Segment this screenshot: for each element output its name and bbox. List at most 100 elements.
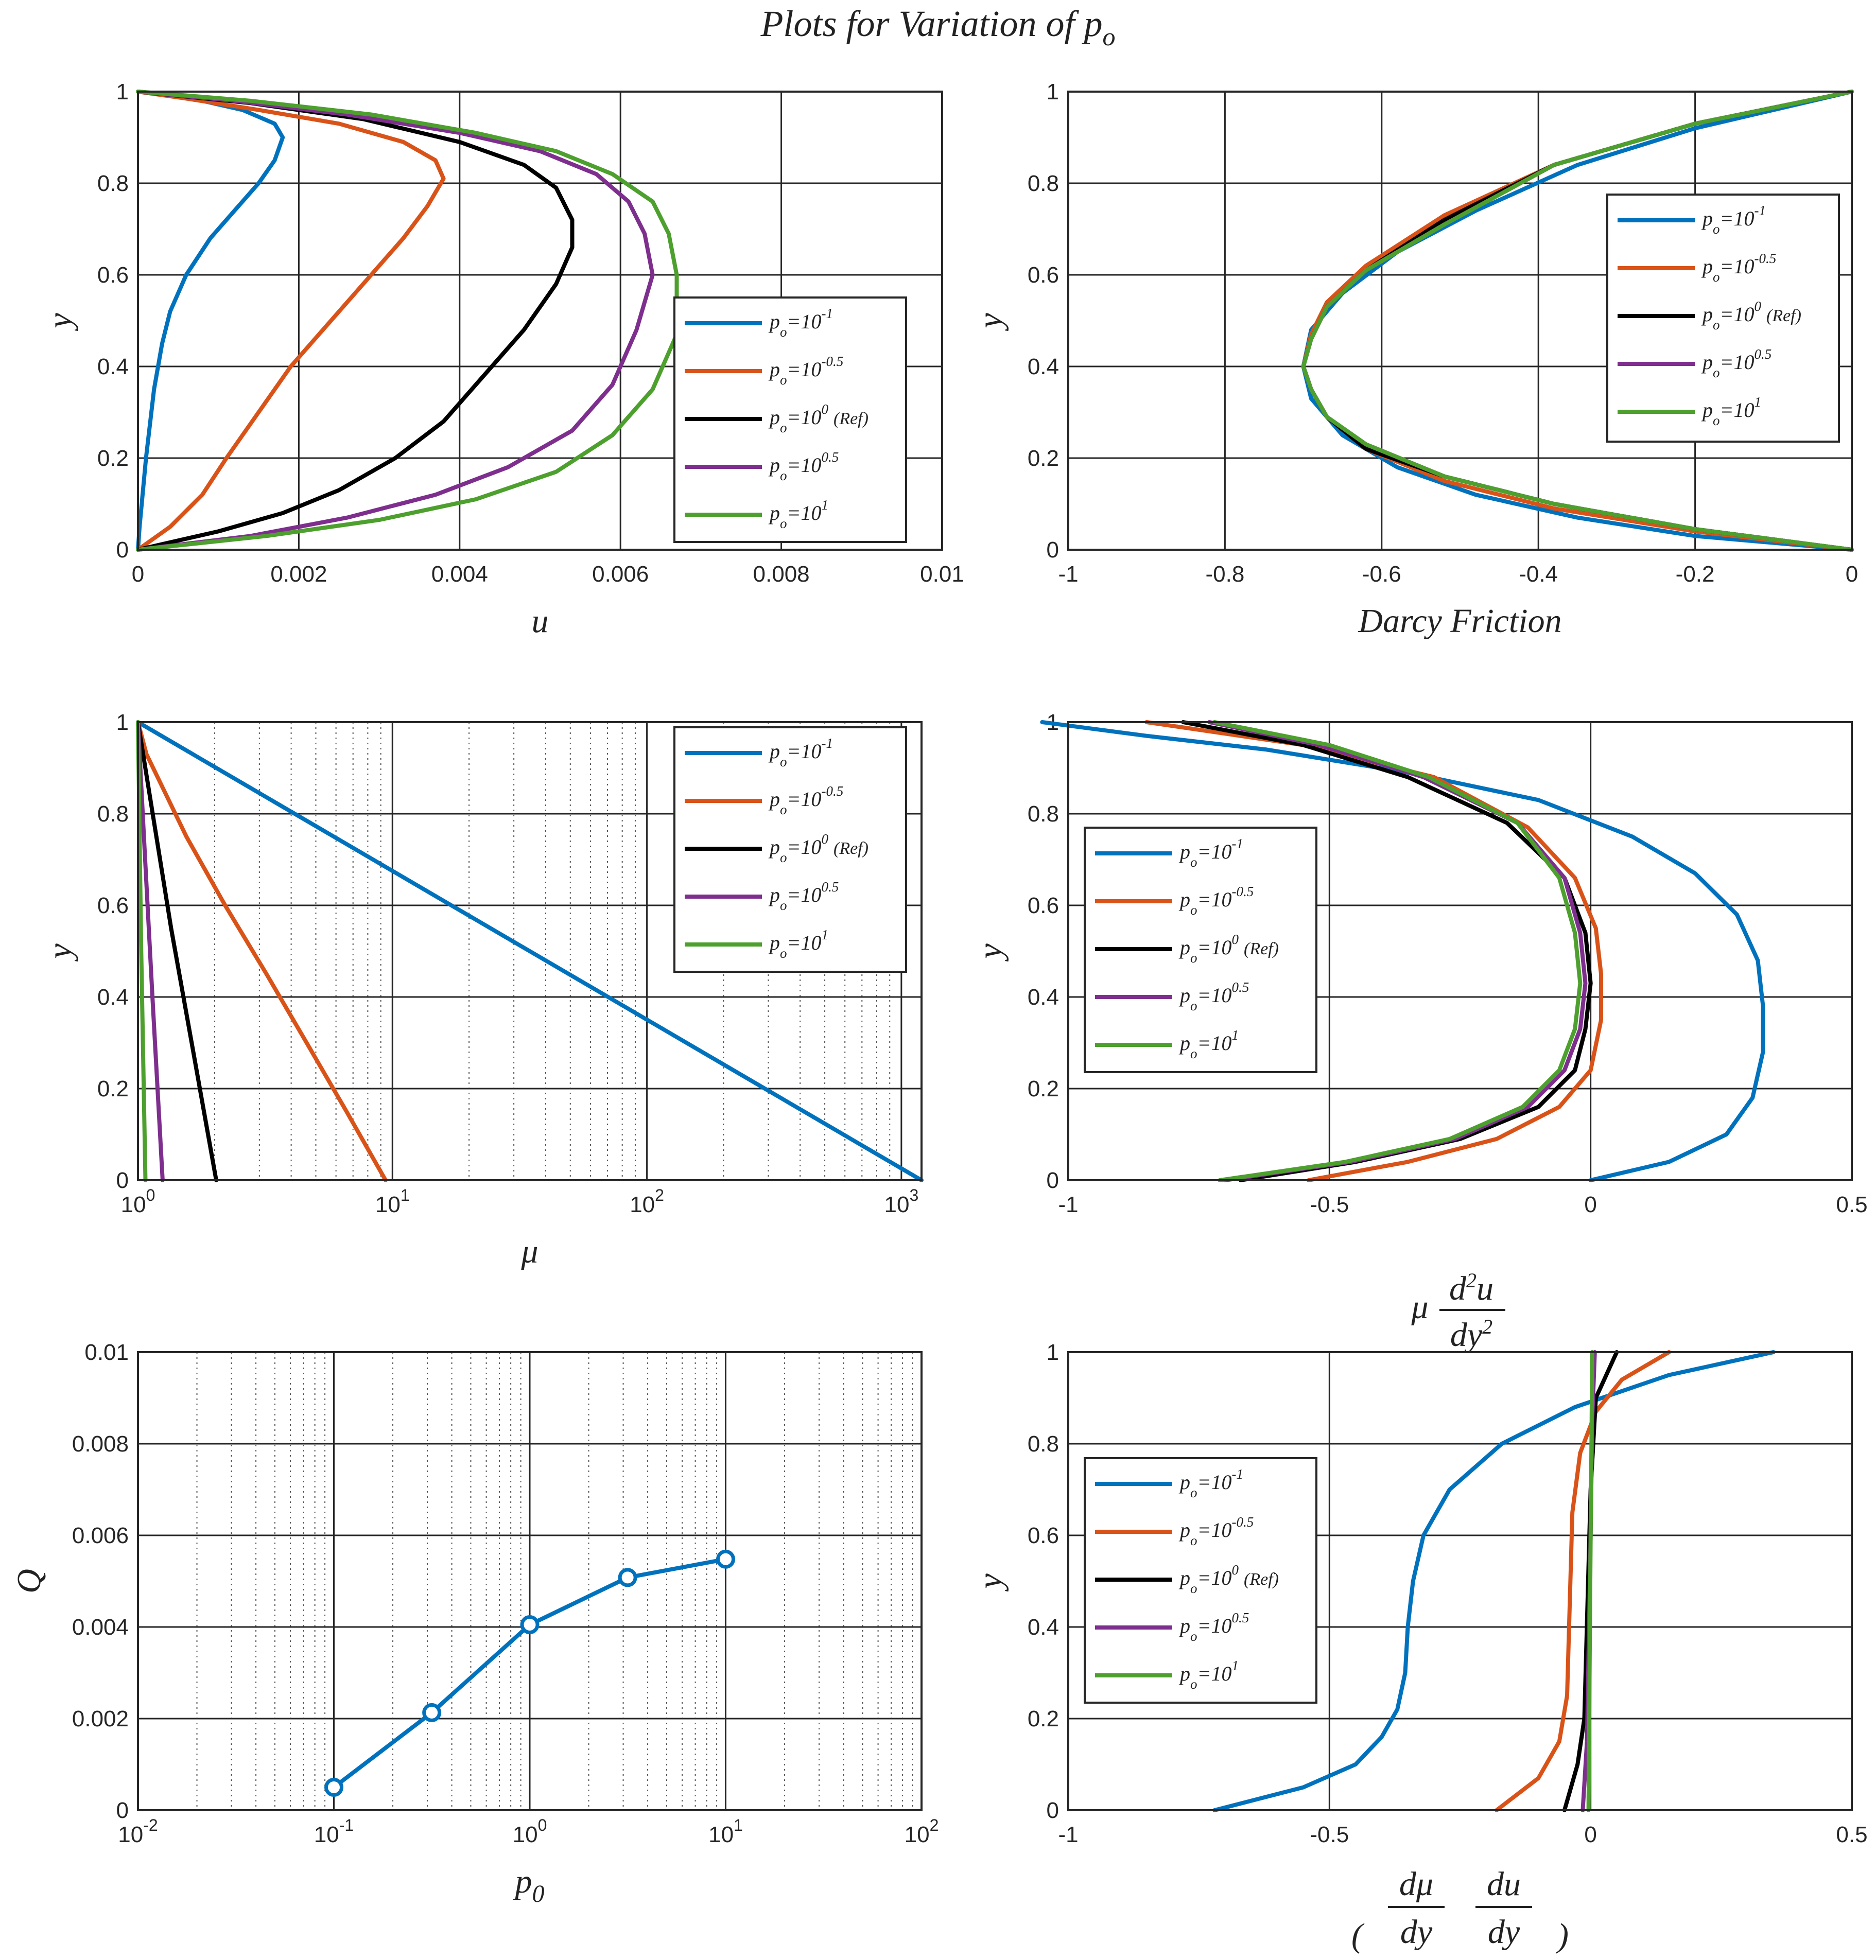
y-tick-label: 0.2 bbox=[1028, 1076, 1059, 1101]
x-tick-label: 0 bbox=[1584, 1822, 1596, 1847]
series-line-p1 bbox=[136, 720, 148, 1182]
series-line-p-0.5 bbox=[136, 720, 388, 1182]
axes-frame bbox=[137, 91, 943, 551]
x-axis-label: u bbox=[532, 602, 549, 640]
svg-text:dy: dy bbox=[1400, 1913, 1433, 1951]
y-tick-label: 1 bbox=[1047, 1340, 1059, 1365]
legend-entry: po=10-0.5 bbox=[1178, 1514, 1254, 1548]
legend-entry: po=100 (Ref) bbox=[1701, 299, 1801, 332]
legend-entry: po=10-1 bbox=[768, 306, 833, 340]
x-tick-label: -1 bbox=[1058, 562, 1078, 587]
y-tick-label: 0.6 bbox=[1028, 262, 1059, 288]
y-tick-label: 0.6 bbox=[1028, 1523, 1059, 1548]
series-line-p-1 bbox=[136, 720, 924, 1182]
legend-entry: po=100 (Ref) bbox=[1178, 1562, 1279, 1596]
y-tick-label: 0.01 bbox=[84, 1340, 129, 1365]
y-tick-label: 0.6 bbox=[97, 893, 129, 918]
y-tick-label: 0.4 bbox=[1028, 1615, 1059, 1640]
y-tick-label: 0 bbox=[116, 1798, 129, 1823]
svg-text:): ) bbox=[1555, 1917, 1569, 1954]
series-line-p-0.5 bbox=[1144, 720, 1603, 1182]
y-tick-label: 0.006 bbox=[72, 1523, 129, 1548]
series-line-p0 bbox=[1181, 720, 1593, 1182]
legend-entry: po=10-0.5 bbox=[1178, 884, 1254, 918]
x-tick-label: 101 bbox=[375, 1186, 410, 1217]
legend-entry: po=10-1 bbox=[768, 736, 833, 769]
legend: po=10-1 po=10-0.5 po=100 (Ref) po=100.5 po=10… bbox=[1606, 194, 1840, 443]
x-tick-label: 0.01 bbox=[920, 562, 964, 587]
x-tick-label: -0.4 bbox=[1519, 562, 1558, 587]
y-tick-label: 0.8 bbox=[97, 801, 129, 827]
x-tick-label: 102 bbox=[630, 1186, 664, 1217]
legend-entry: po=10-0.5 bbox=[768, 783, 843, 817]
x-axis-label: μ d2u dy2 bbox=[1411, 1269, 1505, 1354]
series-line-p1 bbox=[1212, 720, 1583, 1182]
svg-text:du: du bbox=[1487, 1865, 1521, 1903]
y-tick-label: 0.2 bbox=[1028, 446, 1059, 471]
axes-frame bbox=[1067, 721, 1853, 1181]
y-axis-label: y bbox=[41, 313, 79, 331]
svg-text:dy2: dy2 bbox=[1450, 1315, 1492, 1354]
y-tick-label: 1 bbox=[1047, 79, 1059, 104]
x-tick-label: 0.5 bbox=[1836, 1822, 1867, 1847]
legend-entry: po=100.5 bbox=[768, 449, 839, 483]
x-tick-label: 0 bbox=[1584, 1192, 1596, 1217]
legend-entry: po=100.5 bbox=[1701, 346, 1771, 380]
chart-darcy: -1 -0.8 -0.6 -0.4 -0.2 0 0 0.2 0.4 0.6 0.8 1 Darcy F… bbox=[971, 79, 1858, 640]
series-line-p-0.5 bbox=[136, 90, 446, 552]
legend-entry: po=100.5 bbox=[1178, 1610, 1249, 1644]
legend-entry: po=10-1 bbox=[1178, 1466, 1243, 1500]
chart-mud2u: -1 -0.5 0 0.500.20.40.60.81μ d2udy2ypo=10-1p… bbox=[971, 710, 1868, 1354]
y-tick-label: 1 bbox=[116, 710, 129, 735]
data-point bbox=[716, 1549, 735, 1569]
y-tick-label: 0.6 bbox=[97, 262, 129, 288]
y-tick-label: 0.8 bbox=[1028, 171, 1059, 196]
x-tick-label: 0.006 bbox=[592, 562, 649, 587]
series-line-p0.5 bbox=[136, 90, 655, 552]
x-tick-label: 101 bbox=[708, 1816, 743, 1847]
y-tick-label: 0.8 bbox=[1028, 1431, 1059, 1457]
x-tick-label: 100 bbox=[121, 1186, 155, 1217]
legend-entry: po=100 (Ref) bbox=[1178, 932, 1279, 966]
axes-frame bbox=[137, 1351, 923, 1811]
y-tick-label: 0 bbox=[116, 537, 129, 563]
series-line-p1 bbox=[1301, 90, 1854, 552]
x-tick-label: 0 bbox=[132, 562, 144, 587]
data-point bbox=[520, 1615, 540, 1635]
chart-u: 0 0.002 0.004 0.006 0.008 0.01 0 0.2 0.4 0.6 0.8 1 u… bbox=[41, 79, 964, 640]
legend-entry: po=100 (Ref) bbox=[768, 831, 868, 865]
legend: po=10-1 po=10-0.5 po=100 (Ref) po=100.5 po=10… bbox=[1084, 1457, 1317, 1704]
x-axis-label: p0 bbox=[513, 1863, 545, 1907]
x-axis-label: μ bbox=[520, 1233, 538, 1270]
y-axis-label: y bbox=[971, 1573, 1009, 1592]
series-line-p0 bbox=[136, 90, 575, 552]
x-tick-label: -1 bbox=[1058, 1192, 1078, 1217]
x-tick-label: 102 bbox=[905, 1816, 939, 1847]
y-tick-label: 0.2 bbox=[1028, 1706, 1059, 1731]
svg-text:μ: μ bbox=[1411, 1288, 1428, 1326]
legend-entry: po=100 (Ref) bbox=[768, 401, 868, 435]
x-tick-label: 0 bbox=[1846, 562, 1858, 587]
chart-mu: 100 101 102 10300.20.40.60.81μypo=10-1po=10… bbox=[41, 710, 924, 1270]
series-line-p-0.5 bbox=[1495, 1350, 1671, 1812]
series-line-p0 bbox=[136, 720, 218, 1182]
y-tick-label: 0.8 bbox=[1028, 801, 1059, 827]
y-tick-label: 0.004 bbox=[72, 1615, 129, 1640]
y-tick-label: 0.8 bbox=[97, 171, 129, 196]
axes-frame bbox=[137, 721, 923, 1181]
data-point bbox=[618, 1568, 637, 1587]
x-tick-label: 10-1 bbox=[314, 1816, 354, 1847]
legend: po=10-1 po=10-0.5 po=100 (Ref) po=100.5 po=10… bbox=[1084, 827, 1317, 1073]
legend-entry: po=101 bbox=[1178, 1658, 1239, 1692]
legend-entry: po=101 bbox=[768, 497, 828, 531]
y-tick-label: 0 bbox=[1047, 537, 1059, 563]
y-tick-label: 0.2 bbox=[97, 446, 129, 471]
legend-entry: po=10-1 bbox=[1701, 203, 1766, 237]
legend-entry: po=101 bbox=[1178, 1027, 1239, 1061]
x-axis-label: Darcy Friction bbox=[1358, 602, 1561, 640]
x-tick-label: 0.002 bbox=[270, 562, 327, 587]
y-tick-label: 0.6 bbox=[1028, 893, 1059, 918]
legend-entry: po=10-1 bbox=[1178, 836, 1243, 870]
y-axis-label: y bbox=[41, 943, 79, 962]
